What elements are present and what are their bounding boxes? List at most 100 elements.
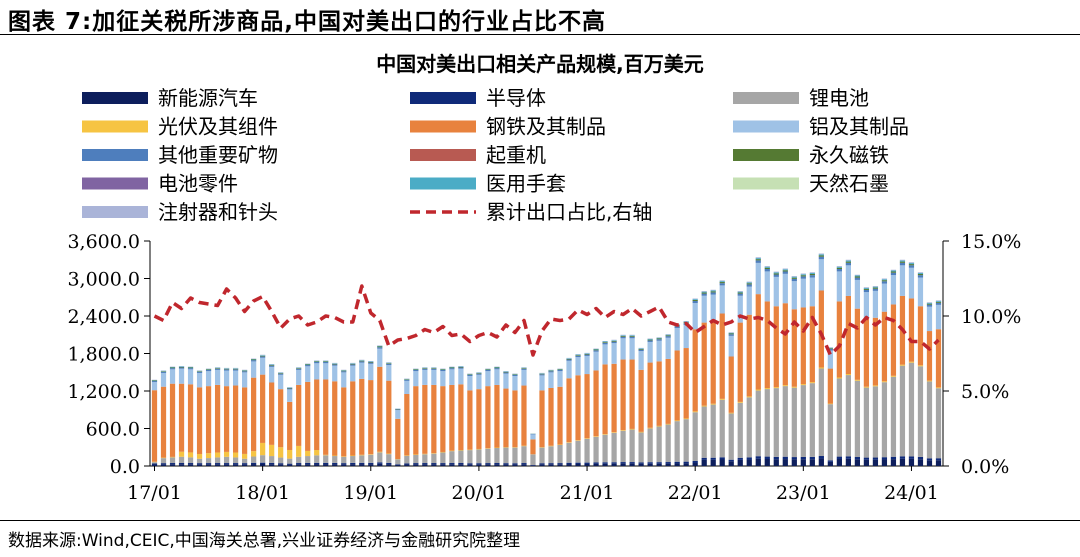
bar-segment: [674, 420, 680, 422]
bar-segment: [575, 463, 581, 466]
bar-segment: [584, 463, 590, 466]
bar-segment: [926, 381, 933, 459]
bar: [665, 334, 671, 466]
bar-segment: [160, 371, 167, 373]
x-tick-label: 23/01: [776, 482, 831, 504]
bar-segment: [377, 347, 383, 349]
bar-segment: [548, 464, 554, 466]
bar-segment: [485, 369, 491, 372]
bar-segment: [449, 367, 455, 369]
bar-segment: [782, 270, 788, 272]
bar-segment: [638, 463, 644, 466]
bar-segment: [674, 421, 680, 462]
bar-segment: [620, 359, 626, 431]
bar-segment: [881, 283, 888, 312]
bar-segment: [395, 418, 401, 459]
bar-segment: [251, 359, 257, 361]
bar-segment: [917, 277, 924, 307]
bar-segment: [710, 292, 716, 295]
bar-segment: [404, 380, 410, 394]
bar-segment: [521, 368, 527, 369]
bar-segment: [151, 463, 158, 465]
x-tick-label: 18/01: [235, 482, 290, 504]
bar-segment: [178, 366, 185, 367]
bar-segment: [548, 372, 554, 388]
bar-segment: [223, 451, 230, 457]
bar-segment: [251, 377, 257, 452]
bar-segment: [196, 458, 203, 464]
bar-segment: [764, 267, 770, 269]
bar-segment: [449, 368, 455, 370]
bar-segment: [314, 379, 320, 451]
legend-item: 累计出口占比,右轴: [410, 200, 652, 224]
bar-segment: [638, 431, 644, 433]
bar-segment: [629, 336, 635, 339]
bar-segment: [314, 363, 320, 380]
bar: [296, 367, 302, 466]
bar-segment: [746, 397, 752, 458]
bar-segment: [818, 456, 824, 459]
bar-segment: [890, 269, 897, 271]
bar-segment: [269, 464, 275, 466]
bar-segment: [764, 301, 770, 389]
bar-segment: [566, 360, 572, 379]
bar-segment: [323, 360, 329, 362]
bar-segment: [476, 373, 482, 375]
bar: [269, 364, 275, 466]
bar-segment: [737, 293, 743, 296]
bar-segment: [629, 463, 635, 466]
bar-segment: [187, 463, 194, 465]
bar-segment: [827, 461, 833, 466]
bar-segment: [151, 381, 158, 383]
bar-segment: [926, 303, 933, 305]
bar-segment: [332, 464, 338, 466]
bar-segment: [359, 378, 365, 455]
bar: [350, 362, 356, 466]
bar-segment: [818, 458, 824, 466]
bar: [278, 372, 284, 466]
bar-segment: [899, 364, 906, 366]
bar: [620, 334, 626, 466]
bar-segment: [908, 361, 915, 363]
bar-segment: [422, 454, 428, 464]
bar: [764, 266, 770, 466]
bar-segment: [296, 456, 302, 464]
bar-segment: [413, 369, 419, 372]
bar-segment: [827, 404, 833, 461]
bar-segment: [683, 321, 689, 322]
bar-segment: [314, 361, 320, 364]
bar-segment: [557, 463, 563, 465]
source-note: 数据来源:Wind,CEIC,中国海关总署,兴业证券经济与金融研究院整理: [8, 531, 521, 551]
bar-segment: [809, 273, 815, 276]
bar-segment: [350, 464, 356, 466]
bar-segment: [656, 337, 662, 338]
bar: [242, 369, 248, 466]
bar-segment: [818, 259, 824, 291]
bar-segment: [782, 459, 788, 466]
bar-segment: [593, 348, 599, 350]
bar-segment: [890, 271, 897, 273]
bar-segment: [178, 366, 185, 368]
bar-segment: [782, 271, 788, 274]
bar-segment: [548, 446, 554, 464]
bar-segment: [413, 454, 419, 464]
bar-segment: [665, 334, 671, 336]
bar-segment: [737, 292, 743, 294]
bar-segment: [638, 369, 644, 432]
bar-segment: [467, 463, 473, 465]
bar-segment: [557, 369, 563, 370]
bar-segment: [232, 463, 239, 465]
bar-segment: [728, 332, 734, 333]
bar-segment: [881, 280, 888, 282]
bar-segment: [278, 374, 284, 390]
bar-segment: [332, 363, 338, 364]
bar-segment: [656, 463, 662, 466]
bar-segment: [395, 410, 401, 419]
bar-segment: [845, 261, 851, 263]
bar-segment: [611, 343, 617, 364]
bar-segment: [512, 447, 518, 464]
bar-segment: [467, 390, 473, 450]
legend-swatch: [82, 149, 148, 161]
bar-segment: [791, 276, 797, 277]
bar: [746, 281, 752, 466]
